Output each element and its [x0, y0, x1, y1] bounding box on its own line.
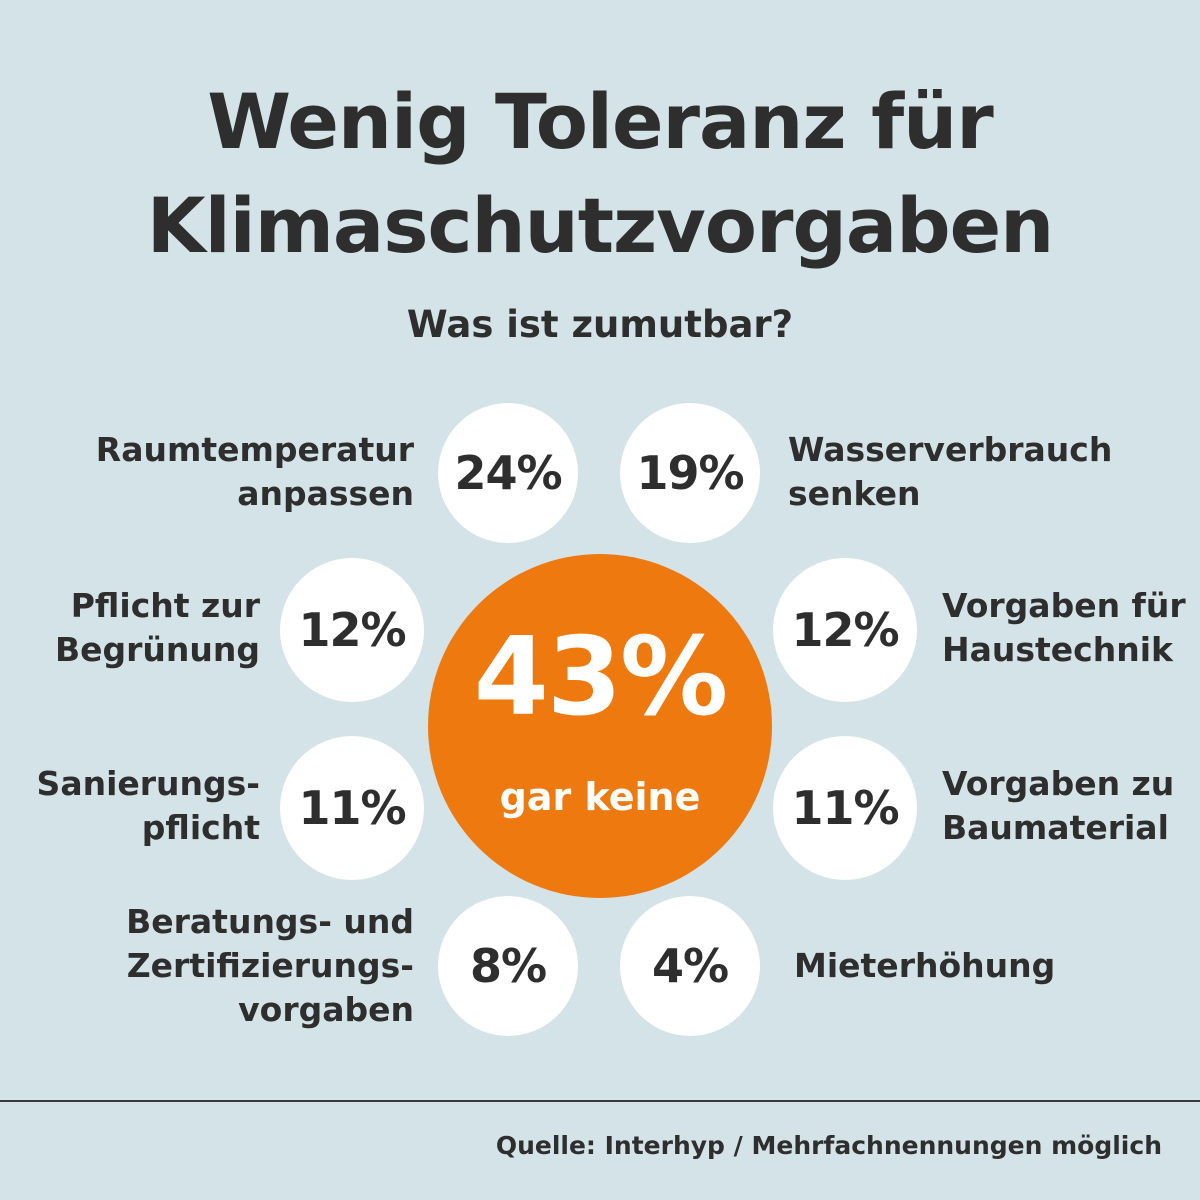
category-label-line: anpassen — [237, 474, 414, 513]
category-label-line: vorgaben — [238, 990, 414, 1029]
category-label-line: Zertifizierungs- — [126, 946, 414, 985]
value-bubble: 24% — [438, 403, 578, 543]
category-label: Sanierungs-pflicht — [37, 762, 260, 850]
category-label-line: Haustechnik — [942, 630, 1173, 669]
value-label: 11% — [298, 781, 406, 835]
value-bubble: 11% — [773, 736, 917, 880]
category-label-line: Begrünung — [54, 630, 260, 669]
value-bubble: 4% — [620, 896, 760, 1036]
category-label: Wasserverbrauch senken — [788, 428, 1112, 516]
category-label: Pflicht zur Begrünung — [55, 584, 260, 672]
category-label-line: senken — [788, 474, 921, 513]
category-label: Raumtemperatur anpassen — [96, 428, 414, 516]
category-label-line: pflicht — [141, 808, 260, 847]
chart-title: Wenig Toleranz für Klimaschutzvorgaben — [0, 70, 1200, 278]
category-label-line: Wasserverbrauch — [788, 430, 1113, 469]
category-label: Vorgaben für Haustechnik — [942, 584, 1186, 672]
value-bubble: 11% — [280, 736, 424, 880]
chart-subtitle: Was ist zumutbar? — [406, 303, 794, 346]
category-label-line: Sanierungs- — [36, 764, 260, 803]
value-bubble: 8% — [438, 896, 578, 1036]
value-label: 4% — [651, 939, 729, 993]
value-label: 19% — [636, 446, 744, 500]
value-bubble: 19% — [620, 403, 760, 543]
highlight-label: gar keine — [499, 775, 701, 819]
value-label: 11% — [791, 781, 899, 835]
category-label: Mieterhöhung — [794, 944, 1055, 988]
category-label-line: Mieterhöhung — [794, 946, 1056, 985]
source-note: Quelle: Interhyp / Mehrfachnennungen mög… — [495, 1131, 1162, 1160]
footer-divider — [0, 1100, 1200, 1102]
value-label: 12% — [298, 603, 406, 657]
category-label-line: Beratungs- und — [126, 902, 414, 941]
value-label: 8% — [469, 939, 547, 993]
category-label: Beratungs- und Zertifizierungs-vorgaben — [126, 900, 414, 1032]
category-label-line: Raumtemperatur — [95, 430, 414, 469]
highlight-bubble: 43% gar keine — [428, 554, 772, 898]
category-label: Vorgaben zu Baumaterial — [942, 762, 1174, 850]
value-label: 24% — [454, 446, 562, 500]
category-label-line: Vorgaben für — [942, 586, 1186, 625]
category-label-line: Pflicht zur — [70, 586, 260, 625]
category-label-line: Vorgaben zu — [942, 764, 1175, 803]
value-bubble: 12% — [280, 558, 424, 702]
title-line-2: Klimaschutzvorgaben — [146, 181, 1055, 270]
title-line-1: Wenig Toleranz für — [207, 77, 993, 166]
value-bubble: 12% — [773, 558, 917, 702]
highlight-value: 43% — [473, 615, 729, 740]
category-label-line: Baumaterial — [942, 808, 1169, 847]
value-label: 12% — [791, 603, 899, 657]
